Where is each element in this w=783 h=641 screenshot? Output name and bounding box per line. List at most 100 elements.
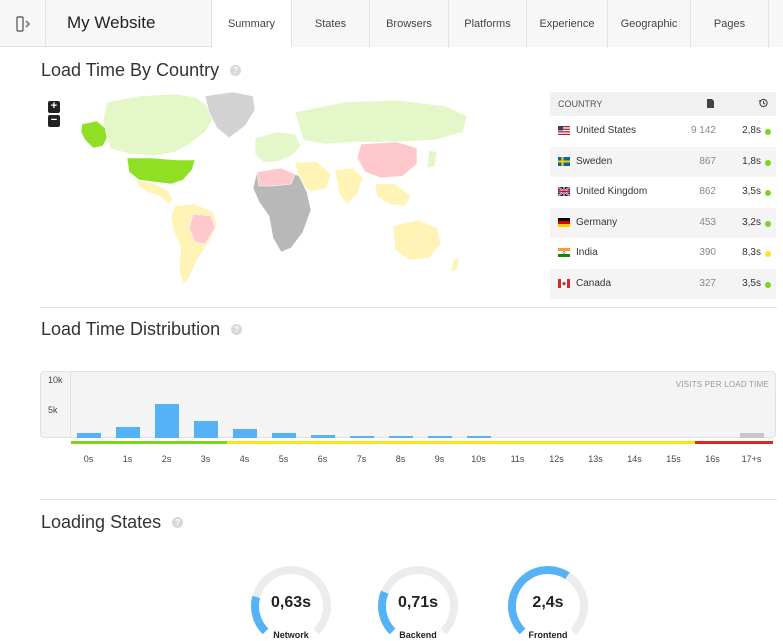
x-tick-label: 15s: [666, 454, 681, 464]
country-visits: 9 142: [690, 125, 716, 136]
tab-browsers[interactable]: Browsers: [369, 0, 448, 47]
help-icon[interactable]: ?: [172, 517, 184, 528]
country-column-header[interactable]: COUNTRY: [558, 99, 603, 109]
x-tick-label: 4s: [239, 454, 250, 464]
status-dot: [765, 129, 771, 135]
distribution-bar[interactable]: [427, 436, 452, 438]
country-name: Canada: [576, 277, 612, 289]
distribution-bar[interactable]: [349, 436, 374, 438]
country-row[interactable]: India 390 8,3s: [550, 238, 776, 269]
flag-us-icon: [558, 126, 570, 135]
help-icon[interactable]: ?: [230, 65, 242, 76]
document-icon[interactable]: [707, 99, 714, 108]
status-dot: [765, 159, 771, 166]
map-region-china: [356, 141, 418, 179]
help-icon[interactable]: ?: [231, 324, 243, 335]
x-tick-label: 6s: [317, 454, 328, 464]
distribution-section-title: Load Time Distribution ?: [41, 319, 243, 340]
section-divider: [40, 307, 777, 308]
tab-states[interactable]: States: [291, 0, 369, 47]
tab-overflow[interactable]: [768, 0, 783, 47]
country-row[interactable]: Canada 327 3,5s: [550, 268, 776, 299]
country-visits: 453: [699, 216, 716, 228]
gauge-value: 0,71s: [397, 594, 439, 611]
country-visits: 862: [699, 186, 716, 197]
map-region-alaska: [80, 120, 108, 149]
chart-label: VISITS PER LOAD TIME: [675, 380, 769, 389]
flag-de-icon: [558, 217, 570, 227]
load-time-band: [227, 441, 695, 444]
country-name: United States: [576, 125, 637, 136]
flag-gb-icon: [558, 187, 570, 196]
map-region-japan: [426, 149, 438, 169]
gauge-value: 2,4s: [532, 594, 564, 611]
distribution-bar[interactable]: [388, 436, 413, 438]
x-tick-label: 9s: [434, 454, 445, 464]
map-region-africa: [252, 167, 312, 253]
tab-experience[interactable]: Experience: [526, 0, 607, 47]
x-tick-label: 11s: [510, 454, 525, 464]
distribution-bar[interactable]: [271, 433, 296, 438]
country-load-time: 2,8s: [742, 125, 761, 136]
map-region-mexico: [134, 179, 174, 205]
country-load-time: 3,5s: [742, 186, 761, 197]
distribution-bar[interactable]: [739, 433, 764, 438]
gauge-ring: [251, 566, 331, 641]
gauge-value: 0,63s: [270, 594, 312, 611]
world-map[interactable]: + −: [45, 91, 485, 292]
history-icon[interactable]: [758, 98, 768, 108]
map-region-southeast-asia: [374, 183, 412, 207]
status-dot: [765, 190, 771, 196]
map-region-australia: [392, 219, 442, 261]
sidebar-toggle-button[interactable]: [0, 0, 46, 47]
zoom-in-button[interactable]: +: [48, 101, 60, 113]
map-region-india: [334, 167, 364, 205]
distribution-bar[interactable]: [310, 435, 335, 438]
gauge-network[interactable]: [249, 564, 333, 641]
distribution-bar[interactable]: [154, 404, 179, 438]
distribution-bar[interactable]: [76, 433, 101, 438]
country-visits: 327: [699, 277, 716, 289]
x-tick-label: 8s: [395, 454, 406, 464]
map-region-north-africa: [256, 167, 296, 187]
country-visits: 390: [699, 247, 716, 258]
country-row[interactable]: Sweden 867 1,8s: [550, 146, 776, 177]
distribution-bar[interactable]: [193, 421, 218, 438]
country-visits: 867: [699, 155, 716, 167]
x-tick-label: 2s: [161, 454, 172, 464]
states-section-title: Loading States ?: [41, 512, 184, 533]
x-tick-label: 14s: [627, 454, 642, 464]
gauge-frontend[interactable]: [506, 564, 590, 641]
country-load-time: 1,8s: [742, 155, 761, 167]
tab-geographic[interactable]: Geographic: [607, 0, 690, 47]
country-load-time: 3,5s: [742, 277, 761, 289]
x-tick-label: 5s: [278, 454, 289, 464]
load-time-band: [71, 441, 227, 444]
map-section-title: Load Time By Country ?: [41, 60, 242, 81]
country-name: Germany: [576, 216, 618, 228]
country-table-header: COUNTRY: [550, 92, 776, 116]
country-table: COUNTRY United States 9 142 2,8s Sweden 867 1…: [550, 92, 776, 299]
map-section-title-text: Load Time By Country: [41, 60, 220, 80]
distribution-bar[interactable]: [115, 427, 140, 438]
country-load-time: 3,2s: [742, 216, 761, 228]
gauge-backend[interactable]: [376, 564, 460, 641]
country-row[interactable]: United Kingdom 862 3,5s: [550, 177, 776, 208]
x-tick-label: 7s: [356, 454, 367, 464]
zoom-out-button[interactable]: −: [48, 115, 60, 127]
states-section-title-text: Loading States: [41, 512, 162, 532]
country-name: United Kingdom: [576, 186, 648, 197]
country-row[interactable]: United States 9 142 2,8s: [550, 116, 776, 147]
map-region-russia: [294, 99, 468, 145]
tab-pages[interactable]: Pages: [690, 0, 768, 47]
flag-ca-icon: [558, 278, 570, 288]
x-tick-label: 16s: [705, 454, 720, 464]
distribution-bar[interactable]: [466, 436, 491, 438]
country-load-time: 8,3s: [742, 247, 761, 258]
distribution-bar[interactable]: [232, 429, 257, 438]
tab-summary[interactable]: Summary: [211, 0, 291, 48]
country-row[interactable]: Germany 453 3,2s: [550, 207, 776, 238]
tab-platforms[interactable]: Platforms: [448, 0, 526, 47]
map-region-europe: [254, 131, 302, 163]
status-dot: [765, 220, 771, 227]
